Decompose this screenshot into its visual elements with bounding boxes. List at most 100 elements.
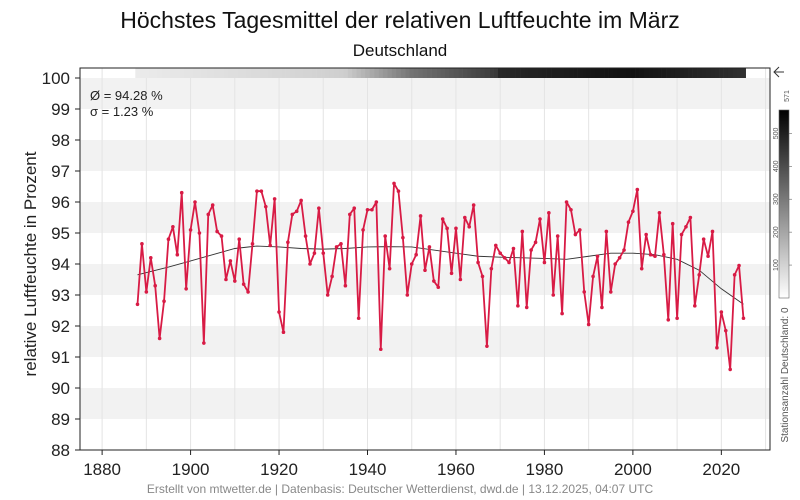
data-point-1913: [246, 290, 250, 294]
station-cell-1949: [405, 68, 410, 78]
data-point-2010: [675, 316, 679, 321]
station-cell-1899: [183, 68, 189, 78]
data-point-1937: [352, 206, 357, 210]
data-point-1988: [578, 228, 582, 232]
data-point-2018: [710, 229, 715, 234]
station-cell-1894: [161, 68, 167, 78]
station-cell-1957: [440, 68, 446, 78]
data-point-1993: [600, 305, 604, 310]
station-cell-1932: [329, 68, 335, 78]
series-line: [136, 182, 745, 371]
data-point-1957: [440, 217, 445, 221]
data-point-1989: [582, 290, 587, 294]
data-point-1930: [321, 251, 326, 255]
station-cell-1921: [281, 68, 286, 78]
data-point-1941: [370, 207, 374, 212]
station-cell-2013: [688, 68, 693, 78]
data-point-1909: [228, 259, 233, 263]
data-point-1925: [299, 198, 303, 203]
data-point-1986: [569, 207, 573, 212]
station-cell-1896: [170, 68, 176, 78]
chart-title: Höchstes Tagesmittel der relativen Luftf…: [120, 7, 680, 33]
station-cell-1992: [595, 68, 601, 78]
data-point-1926: [303, 234, 308, 238]
data-point-1975: [520, 229, 525, 234]
band-89: [80, 388, 770, 419]
station-cell-2012: [683, 68, 689, 78]
data-point-1888: [135, 302, 140, 307]
data-point-1960: [454, 226, 458, 231]
station-cell-2000: [630, 68, 636, 78]
station-legend-ticks: 100 200 300 400 500: [773, 127, 792, 271]
data-point-1994: [604, 229, 609, 234]
station-cell-1914: [250, 68, 256, 78]
station-cell-1956: [436, 68, 441, 78]
station-cell-1961: [458, 68, 463, 78]
data-point-2022: [728, 367, 732, 372]
data-point-1900: [188, 228, 193, 232]
data-point-1980: [542, 260, 547, 265]
data-point-1922: [286, 240, 290, 245]
station-cell-1965: [475, 68, 481, 78]
station-cell-1909: [228, 68, 233, 78]
station-cell-2022: [727, 68, 733, 78]
station-cell-2009: [670, 68, 676, 78]
station-cell-2004: [648, 68, 654, 78]
station-cell-1897: [175, 68, 180, 78]
station-cell-1892: [152, 68, 158, 78]
data-point-1915: [255, 189, 259, 193]
data-point-2025: [741, 316, 746, 321]
data-point-1977: [529, 248, 533, 252]
station-cell-1998: [621, 68, 627, 78]
data-point-1935: [343, 283, 348, 288]
data-point-1903: [202, 341, 206, 345]
data-point-1931: [325, 293, 330, 297]
station-cell-2011: [679, 68, 685, 78]
station-cell-2002: [639, 68, 645, 78]
station-cell-1973: [511, 68, 516, 78]
data-point-1936: [348, 212, 352, 217]
station-cell-2001: [635, 68, 640, 78]
station-cell-1913: [245, 68, 251, 78]
data-point-2008: [666, 318, 671, 322]
data-point-2020: [719, 310, 724, 314]
station-cell-1987: [573, 68, 578, 78]
arrow-left-icon: [773, 66, 784, 78]
station-cell-1893: [157, 68, 163, 78]
data-point-1987: [573, 232, 578, 237]
station-cell-1958: [444, 68, 450, 78]
station-cell-2019: [714, 68, 720, 78]
station-cell-2018: [710, 68, 716, 78]
mean-stat: Ø = 94.28 %: [90, 88, 163, 103]
station-cell-1953: [422, 68, 428, 78]
data-point-1983: [555, 234, 560, 238]
data-point-1968: [489, 266, 494, 271]
data-point-2021: [723, 328, 728, 333]
station-cell-1925: [298, 68, 304, 78]
station-cell-1928: [312, 68, 317, 78]
data-point-2000: [631, 209, 635, 214]
station-cell-1986: [568, 68, 574, 78]
station-cell-1938: [356, 68, 362, 78]
data-point-1962: [463, 215, 467, 220]
data-point-1974: [516, 304, 520, 308]
station-cell-2014: [692, 68, 698, 78]
station-cell-1989: [582, 68, 587, 78]
station-cell-1995: [608, 68, 614, 78]
station-cell-1923: [290, 68, 295, 78]
data-point-2011: [679, 232, 684, 237]
station-cell-1974: [515, 68, 521, 78]
station-cell-1994: [604, 68, 609, 78]
station-cell-1904: [206, 68, 211, 78]
data-point-2005: [653, 254, 657, 259]
station-cell-1889: [139, 68, 145, 78]
station-cell-1911: [237, 68, 242, 78]
data-point-1910: [233, 279, 237, 283]
chart-subtitle: Deutschland: [353, 41, 448, 60]
data-point-1890: [144, 290, 149, 294]
y-axis-ticks: 88 89 90 91 92 93 94 95 96 97 98 99 100: [42, 69, 80, 460]
data-point-1918: [268, 243, 272, 248]
station-cell-1888: [135, 68, 141, 78]
data-point-1959: [449, 271, 454, 276]
station-cell-1915: [254, 68, 260, 78]
